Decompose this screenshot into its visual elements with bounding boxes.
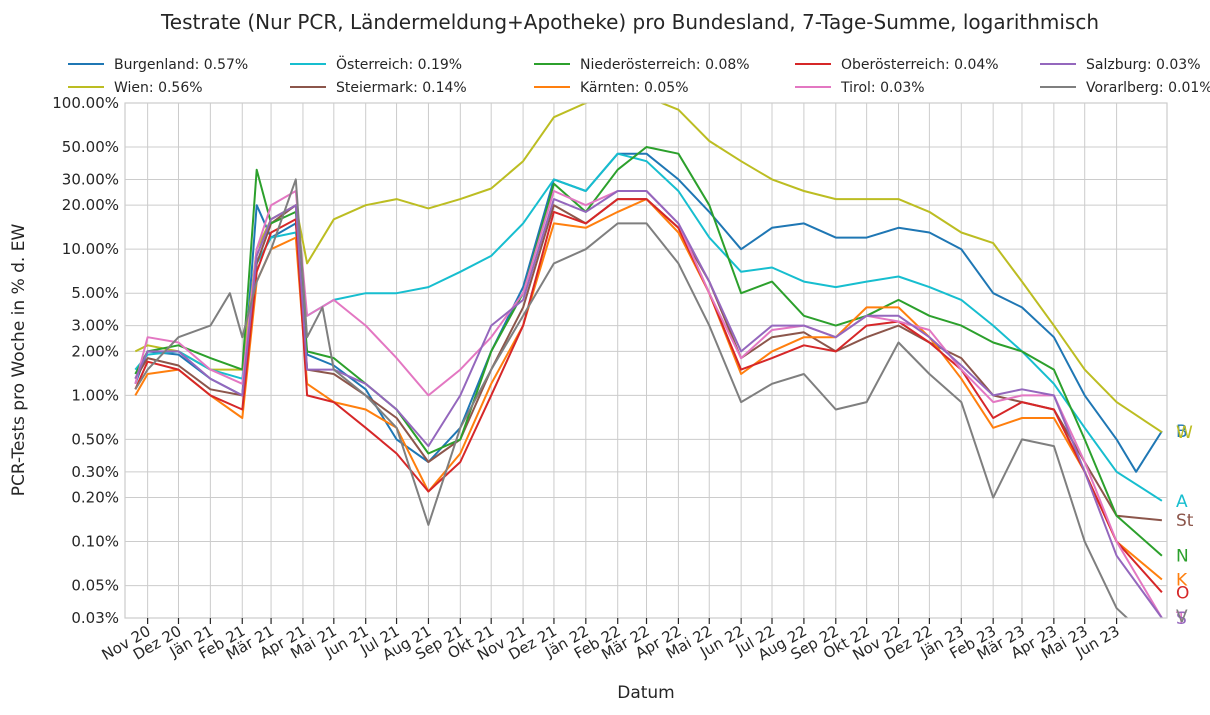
y-tick-label: 10.00% [62, 240, 119, 258]
series-end-label: N [1176, 547, 1189, 567]
chart-title: Testrate (Nur PCR, Ländermeldung+Apothek… [160, 10, 1099, 34]
legend-entry: Vorarlberg: 0.01% [1086, 80, 1210, 96]
legend-entry: Oberösterreich: 0.04% [841, 57, 999, 73]
series-line-wien [134, 103, 1163, 434]
series-end-label: A [1176, 492, 1188, 512]
y-tick-label: 1.00% [71, 386, 119, 404]
series-line-salzburg [134, 190, 1163, 618]
legend-entry: Wien: 0.56% [114, 80, 203, 96]
legend-entry: Niederösterreich: 0.08% [580, 57, 750, 73]
series-end-label: St [1176, 511, 1194, 531]
legend-entry: Tirol: 0.03% [840, 80, 925, 96]
series-line-österreich [134, 152, 1163, 502]
series-line-kärnten [134, 198, 1163, 581]
series-end-label: O [1176, 583, 1189, 603]
series-end-label: S [1176, 609, 1187, 629]
y-tick-label: 20.00% [62, 196, 119, 214]
series-line-tirol [134, 190, 1163, 618]
y-tick-label: 0.10% [71, 533, 119, 551]
y-tick-label: 50.00% [62, 138, 119, 156]
y-tick-label: 0.03% [71, 609, 119, 627]
series-line-vorarlberg [134, 178, 1129, 618]
legend-entry: Österreich: 0.19% [336, 55, 462, 73]
series-end-label: B [1176, 422, 1188, 442]
y-tick-label: 0.20% [71, 489, 119, 507]
y-tick-label: 5.00% [71, 284, 119, 302]
y-tick-label: 100.00% [52, 94, 119, 112]
legend: Burgenland: 0.57% Wien: 0.56% Österreich: … [68, 55, 1210, 96]
series-end-label: K [1176, 571, 1188, 591]
legend-entry: Steiermark: 0.14% [336, 80, 467, 96]
legend-entry: Kärnten: 0.05% [580, 80, 689, 96]
legend-entry: Burgenland: 0.57% [114, 57, 248, 73]
y-tick-label: 3.00% [71, 317, 119, 335]
legend-entry: Salzburg: 0.03% [1086, 57, 1201, 73]
series-line-oberösterreich [134, 198, 1163, 593]
y-axis: 100.00% 50.00% 30.00% 20.00% 10.00% 5.00% 3.00… [52, 94, 119, 627]
grid [125, 102, 1167, 619]
y-tick-label: 0.05% [71, 577, 119, 595]
series-end-label: T [1175, 609, 1187, 629]
y-tick-label: 2.00% [71, 342, 119, 360]
y-tick-label: 0.50% [71, 430, 119, 448]
y-tick-label: 30.00% [62, 170, 119, 188]
y-tick-label: 0.30% [71, 463, 119, 481]
x-axis-label: Datum [617, 683, 675, 703]
y-axis-label: PCR-Tests pro Woche in % d. EW [9, 224, 29, 497]
plot-frame [124, 102, 1168, 619]
series-end-label: W [1176, 423, 1193, 443]
series-layer [134, 103, 1163, 618]
series-end-label: V [1176, 607, 1188, 627]
